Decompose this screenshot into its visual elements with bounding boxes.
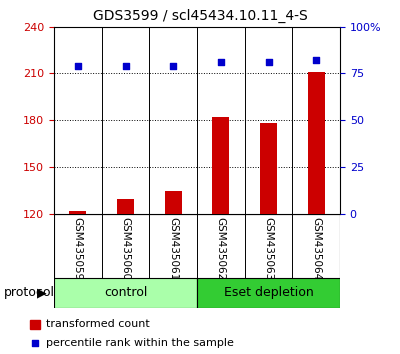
Text: GSM435059: GSM435059 (73, 217, 83, 281)
Point (313, 57, 319, 63)
Point (170, 63, 176, 69)
Text: ▶: ▶ (37, 286, 47, 299)
Bar (308, 72, 324, 214)
Text: control: control (104, 286, 147, 299)
Bar (212, 117, 229, 214)
Text: GDS3599 / scl45434.10.11_4-S: GDS3599 / scl45434.10.11_4-S (93, 9, 307, 23)
Text: percentile rank within the sample: percentile rank within the sample (46, 338, 234, 348)
Bar (54, 278, 197, 308)
Point (265, 59, 272, 65)
Text: Eset depletion: Eset depletion (224, 286, 313, 299)
Point (75, 63, 81, 69)
Text: GSM435061: GSM435061 (168, 217, 178, 281)
Bar (165, 191, 182, 214)
Point (218, 59, 224, 65)
Bar (70, 211, 86, 214)
Point (122, 63, 129, 69)
Bar (30, 320, 40, 329)
Bar (117, 199, 134, 214)
Bar (197, 278, 340, 308)
Text: protocol: protocol (4, 286, 55, 299)
Text: GSM435063: GSM435063 (264, 217, 274, 281)
Bar (260, 124, 277, 214)
Text: GSM435062: GSM435062 (216, 217, 226, 281)
Point (32, 340, 38, 346)
Text: transformed count: transformed count (46, 319, 150, 329)
Text: GSM435060: GSM435060 (120, 217, 130, 280)
Text: GSM435064: GSM435064 (311, 217, 321, 281)
